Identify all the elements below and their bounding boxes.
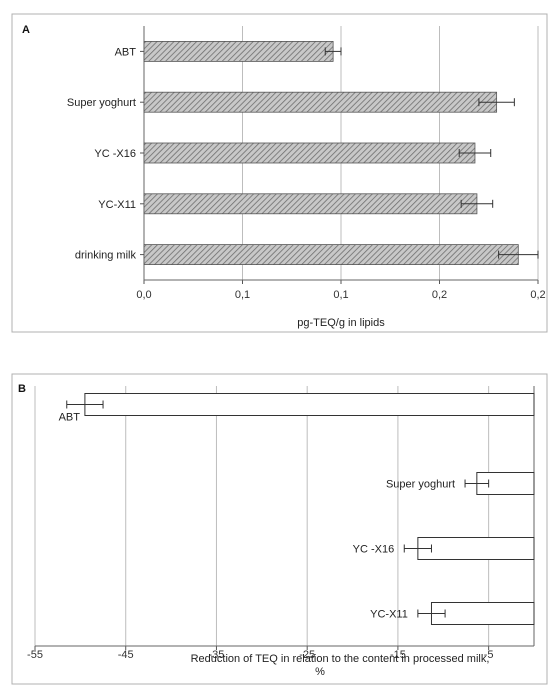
bar-drinking-milk <box>143 244 519 266</box>
panel-b-chart: -55 -45 -35 -25 -15 -5 ABT Super yoghurt YC -X16… <box>27 386 535 678</box>
category-label-abt: ABT <box>115 46 137 58</box>
x-tick-label-b: -25 <box>299 649 315 661</box>
x-tick-label-b: -45 <box>118 649 134 661</box>
panel-b-frame <box>11 373 548 685</box>
category-label-b-yc-x16: YC -X16 <box>353 544 395 556</box>
x-tick-label-b: -15 <box>390 649 406 661</box>
x-tick-label-b: -35 <box>209 649 225 661</box>
panel-a-chart: 0,0 0,1 0,1 0,2 0,2 ABT Super yoghurt YC -X16 YC… <box>67 26 546 329</box>
bar-b-yc-x16 <box>417 537 535 560</box>
bar-super-yoghurt <box>143 91 498 113</box>
x-tick-label-a: 0,2 <box>432 289 447 301</box>
x-tick-label-a: 0,1 <box>235 289 250 301</box>
x-tick-label-a: 0,2 <box>530 289 545 301</box>
panel-a-label: A <box>22 24 30 36</box>
x-axis-title-a: pg-TEQ/g in lipids <box>297 317 385 329</box>
category-label-yc-x11: YC-X11 <box>98 199 136 211</box>
panel-b-label: B <box>18 383 26 395</box>
category-label-b-abt: ABT <box>59 412 81 424</box>
x-tick-label-a: 0,1 <box>333 289 348 301</box>
category-label-b-yc-x11: YC-X11 <box>370 609 408 621</box>
x-tick-label-a: 0,0 <box>136 289 151 301</box>
category-label-yc-x16: YC -X16 <box>94 148 136 160</box>
bar-yc-x11 <box>143 193 478 215</box>
bar-b-abt <box>84 393 535 416</box>
category-label-drinking-milk: drinking milk <box>75 250 137 262</box>
bar-b-yc-x11 <box>430 602 535 625</box>
x-axis-title-b: Reduction of TEQ in relation to the cont… <box>191 653 490 678</box>
panel-a-frame <box>11 13 548 333</box>
bar-abt <box>143 41 334 62</box>
category-label-super-yoghurt: Super yoghurt <box>67 97 136 109</box>
x-tick-label-b: -55 <box>27 649 43 661</box>
category-label-b-super-yoghurt: Super yoghurt <box>386 479 455 491</box>
bar-yc-x16 <box>143 142 476 164</box>
x-tick-label-b: -5 <box>484 649 494 661</box>
